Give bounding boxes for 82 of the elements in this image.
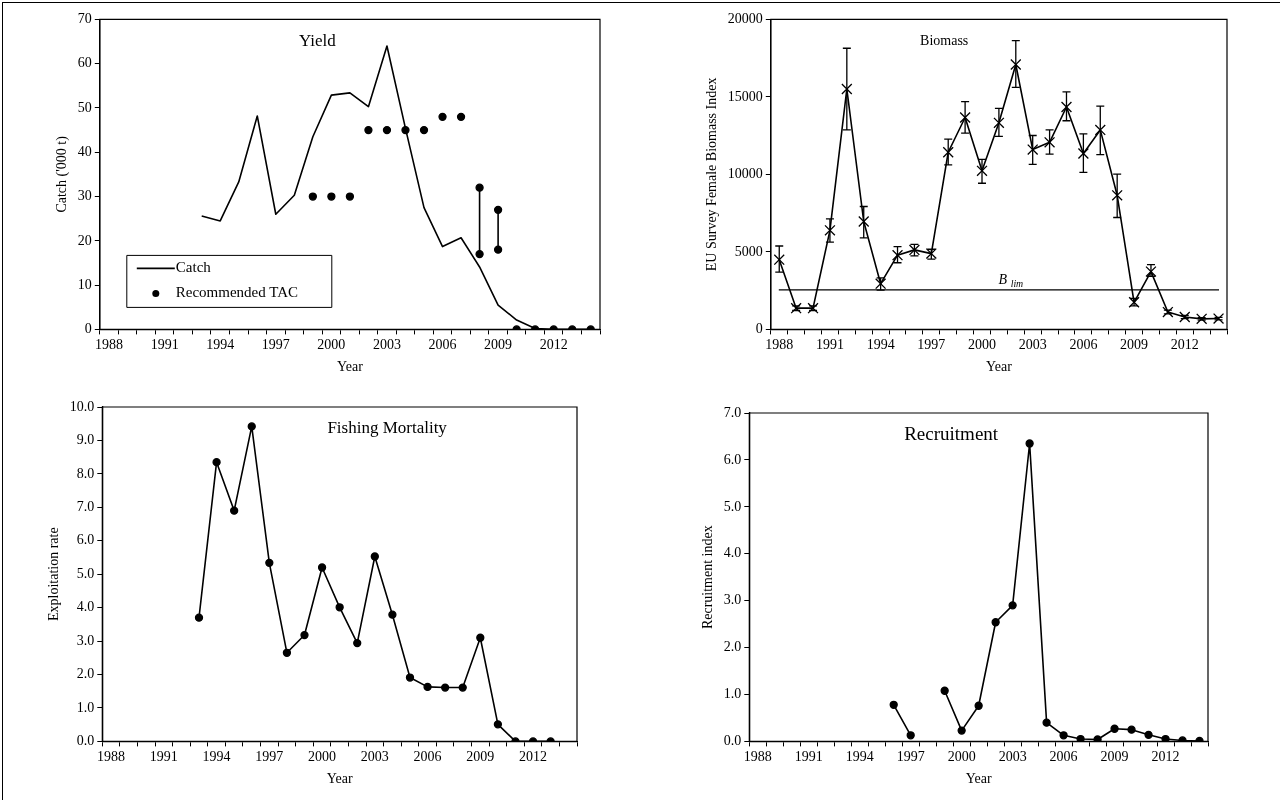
- y-tick-label: 30: [77, 188, 92, 204]
- y-tick-label: 2.0: [76, 666, 95, 682]
- text: Fishing Mortality: [327, 418, 448, 438]
- y-tick-label: 7.0: [723, 404, 742, 420]
- y-tick-label: 0.0: [723, 733, 742, 749]
- y-tick-label: 3.0: [76, 632, 95, 648]
- y-tick-label: 40: [77, 143, 92, 159]
- x-tick-label: 2009: [484, 337, 513, 353]
- y-tick-label: 10: [77, 276, 92, 292]
- y-tick-label: 60: [77, 55, 92, 71]
- y-tick-label: 5.0: [76, 565, 95, 581]
- x-tick-label: 1991: [149, 749, 178, 765]
- y-tick-label: 1.0: [723, 686, 742, 702]
- y-tick-label: 6.0: [723, 451, 742, 467]
- y-tick-label: 8.0: [76, 465, 95, 481]
- y-tick-label: 5000: [734, 243, 763, 259]
- y-tick-label: 6.0: [76, 532, 95, 548]
- y-tick-label: 9.0: [76, 432, 95, 448]
- x-tick-label: 2012: [519, 749, 548, 765]
- y-tick-label: 5.0: [723, 498, 742, 514]
- x-tick-label: 1991: [150, 337, 179, 353]
- x-axis-title: Year: [965, 771, 992, 787]
- y-tick-label: 2.0: [723, 639, 742, 655]
- x-tick-label: 2012: [539, 337, 568, 353]
- y-tick-label: 20: [77, 232, 92, 248]
- x-axis-title: Year: [985, 359, 1013, 375]
- x-tick-label: 2003: [360, 749, 389, 765]
- x-tick-label: 2006: [428, 337, 457, 353]
- x-tick-label: 1991: [815, 337, 844, 353]
- x-tick-label: 2006: [1049, 749, 1078, 765]
- x-tick-label: 1994: [866, 337, 895, 353]
- x-tick-label: 2012: [1151, 749, 1180, 765]
- y-tick-label: 20000: [727, 11, 763, 27]
- legend-label: Catch: [175, 259, 212, 276]
- y-axis-title: Recruitment index: [700, 525, 716, 630]
- x-axis-title: Year: [326, 771, 353, 787]
- y-tick-label: 10.0: [69, 398, 95, 414]
- y-tick-label: 4.0: [76, 599, 95, 615]
- x-tick-label: 2003: [372, 337, 401, 353]
- x-tick-label: 2000: [308, 749, 337, 765]
- y-axis-title: Catch ('000 t): [54, 135, 71, 213]
- y-tick-label: 0: [755, 321, 763, 337]
- y-tick-label: 0.0: [76, 733, 95, 749]
- y-axis-title: Exploitation rate: [46, 527, 62, 622]
- x-tick-label: 1988: [97, 749, 126, 765]
- x-tick-label: 1997: [896, 749, 925, 765]
- y-tick-label: 7.0: [76, 498, 95, 514]
- y-axis-title: EU Survey Female Biomass Index: [704, 77, 720, 272]
- x-tick-label: 1988: [95, 337, 124, 353]
- y-tick-label: 4.0: [723, 545, 742, 561]
- legend-label: Recommended TAC: [175, 284, 299, 301]
- x-tick-label: 1988: [765, 337, 794, 353]
- x-tick-label: 2006: [413, 749, 442, 765]
- text: Yield: [298, 30, 337, 50]
- x-tick-label: 2009: [466, 749, 495, 765]
- y-tick-label: 10000: [727, 166, 763, 182]
- y-tick-label: 15000: [727, 88, 763, 104]
- x-tick-label: 1994: [845, 749, 874, 765]
- x-tick-label: 2006: [1069, 337, 1098, 353]
- x-tick-label: 2003: [998, 749, 1027, 765]
- y-tick-label: 70: [77, 11, 92, 27]
- y-tick-label: 0: [84, 321, 92, 337]
- x-tick-label: 2000: [968, 337, 996, 353]
- x-tick-label: 1994: [206, 337, 235, 353]
- x-tick-label: 2000: [317, 337, 346, 353]
- x-tick-label: 1997: [917, 337, 946, 353]
- x-tick-label: 2009: [1100, 749, 1129, 765]
- text: Biomass: [920, 33, 969, 49]
- x-axis-title: Year: [336, 359, 364, 375]
- x-tick-label: 1988: [743, 749, 772, 765]
- x-tick-label: 2003: [1018, 337, 1047, 353]
- text: Recruitment: [904, 422, 999, 444]
- x-tick-label: 1997: [255, 749, 284, 765]
- x-tick-label: 1991: [794, 749, 823, 765]
- y-tick-label: 50: [77, 99, 92, 115]
- y-tick-label: 1.0: [76, 699, 95, 715]
- y-tick-label: 3.0: [723, 592, 742, 608]
- x-tick-label: 2000: [947, 749, 976, 765]
- x-tick-label: 2012: [1170, 337, 1199, 353]
- x-tick-label: 1994: [202, 749, 231, 765]
- x-tick-label: 1997: [261, 337, 290, 353]
- x-tick-label: 2009: [1120, 337, 1149, 353]
